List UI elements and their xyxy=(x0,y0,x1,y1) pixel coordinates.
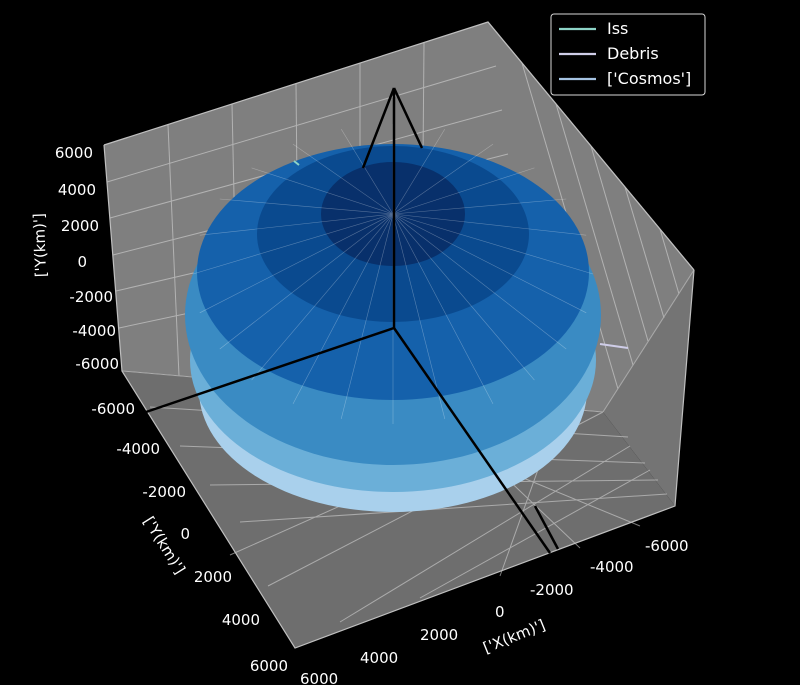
earth-meridian xyxy=(392,213,494,405)
earth-meridian xyxy=(219,213,394,350)
earth-meridian xyxy=(392,213,567,350)
earth-meridian xyxy=(392,143,494,215)
z-tick-label: 4000 xyxy=(58,181,96,199)
legend: Iss Debris ['Cosmos'] xyxy=(550,13,706,96)
earth-meridian xyxy=(340,128,394,215)
x-tick-label: 0 xyxy=(495,603,505,621)
z-tick-label: 2000 xyxy=(61,217,99,235)
satellite-traces xyxy=(293,160,629,349)
grid-line xyxy=(339,445,631,623)
legend-label: Iss xyxy=(607,19,628,38)
x-axis-line xyxy=(392,327,552,554)
y-tick-label: -2000 xyxy=(142,483,186,501)
y-tick-label: -6000 xyxy=(91,400,135,418)
grid-line xyxy=(555,103,634,366)
z-tick-label: 0 xyxy=(77,253,87,271)
x-tick-label: -6000 xyxy=(645,537,689,555)
legend-label: ['Cosmos'] xyxy=(607,69,691,88)
earth-meridian xyxy=(192,213,394,275)
x-tick-label: 6000 xyxy=(300,670,338,685)
z-tick-label: -6000 xyxy=(75,355,119,373)
earth-meridian xyxy=(392,128,446,215)
z-tick-label: 6000 xyxy=(55,144,93,162)
grid-line xyxy=(419,469,651,599)
earth-meridian xyxy=(199,213,394,236)
earth-meridian xyxy=(251,213,394,381)
z-axis-arrow-right xyxy=(392,87,424,149)
legend-label: Debris xyxy=(607,44,659,63)
y-tick-labels: -6000 -4000 -2000 0 2000 4000 6000 xyxy=(91,400,288,675)
z-tick-labels: 6000 4000 2000 0 -2000 -4000 -6000 xyxy=(55,144,119,373)
z-tick-label: -4000 xyxy=(72,322,116,340)
earth-meridians xyxy=(192,124,594,424)
x-tick-label: -4000 xyxy=(590,558,634,576)
y-tick-label: 0 xyxy=(180,525,190,543)
pane-edge xyxy=(103,21,695,271)
legend-box xyxy=(550,13,706,96)
earth-meridian xyxy=(392,213,594,275)
earth-meridian xyxy=(392,213,587,314)
z-axis-label: ['Y(km)'] xyxy=(30,213,50,278)
earth-meridian xyxy=(392,198,567,215)
x-tick-label: 4000 xyxy=(360,649,398,667)
earth-meridian xyxy=(392,213,535,381)
grid-line xyxy=(624,186,665,319)
trace-debris xyxy=(599,343,629,349)
x-axis-arrow xyxy=(533,505,560,550)
grid-line xyxy=(602,269,695,413)
trace-iss xyxy=(293,160,300,166)
y-tick-label: 6000 xyxy=(250,657,288,675)
earth-meridian xyxy=(392,213,446,419)
earth-meridian xyxy=(340,213,394,419)
z-tick-label: -2000 xyxy=(69,288,113,306)
coordinate-axes xyxy=(145,87,560,554)
grid-line xyxy=(167,124,180,377)
earth-meridian xyxy=(292,213,394,405)
y-tick-label: 4000 xyxy=(222,611,260,629)
x-tick-labels: -6000 -4000 -2000 0 2000 4000 6000 xyxy=(300,537,689,685)
earth-meridian xyxy=(292,143,394,215)
x-tick-label: -2000 xyxy=(530,581,574,599)
grid-line xyxy=(239,493,668,523)
grid-line xyxy=(659,228,680,295)
pane-edge xyxy=(103,144,695,649)
y-tick-label: 2000 xyxy=(194,568,232,586)
earth-meridian xyxy=(251,167,394,215)
z-axis-arrow-left xyxy=(361,87,396,169)
right-pane xyxy=(603,270,694,506)
x-tick-label: 2000 xyxy=(420,626,458,644)
pane-edges xyxy=(103,21,695,649)
earth-meridian xyxy=(219,198,394,215)
y-axis-line xyxy=(145,326,395,414)
y-tick-label: -4000 xyxy=(116,440,160,458)
earth-meridian xyxy=(392,213,587,236)
earth-meridian xyxy=(199,213,394,314)
earth-meridian xyxy=(392,167,535,215)
grid-line xyxy=(106,65,497,183)
grid-line xyxy=(590,145,649,342)
